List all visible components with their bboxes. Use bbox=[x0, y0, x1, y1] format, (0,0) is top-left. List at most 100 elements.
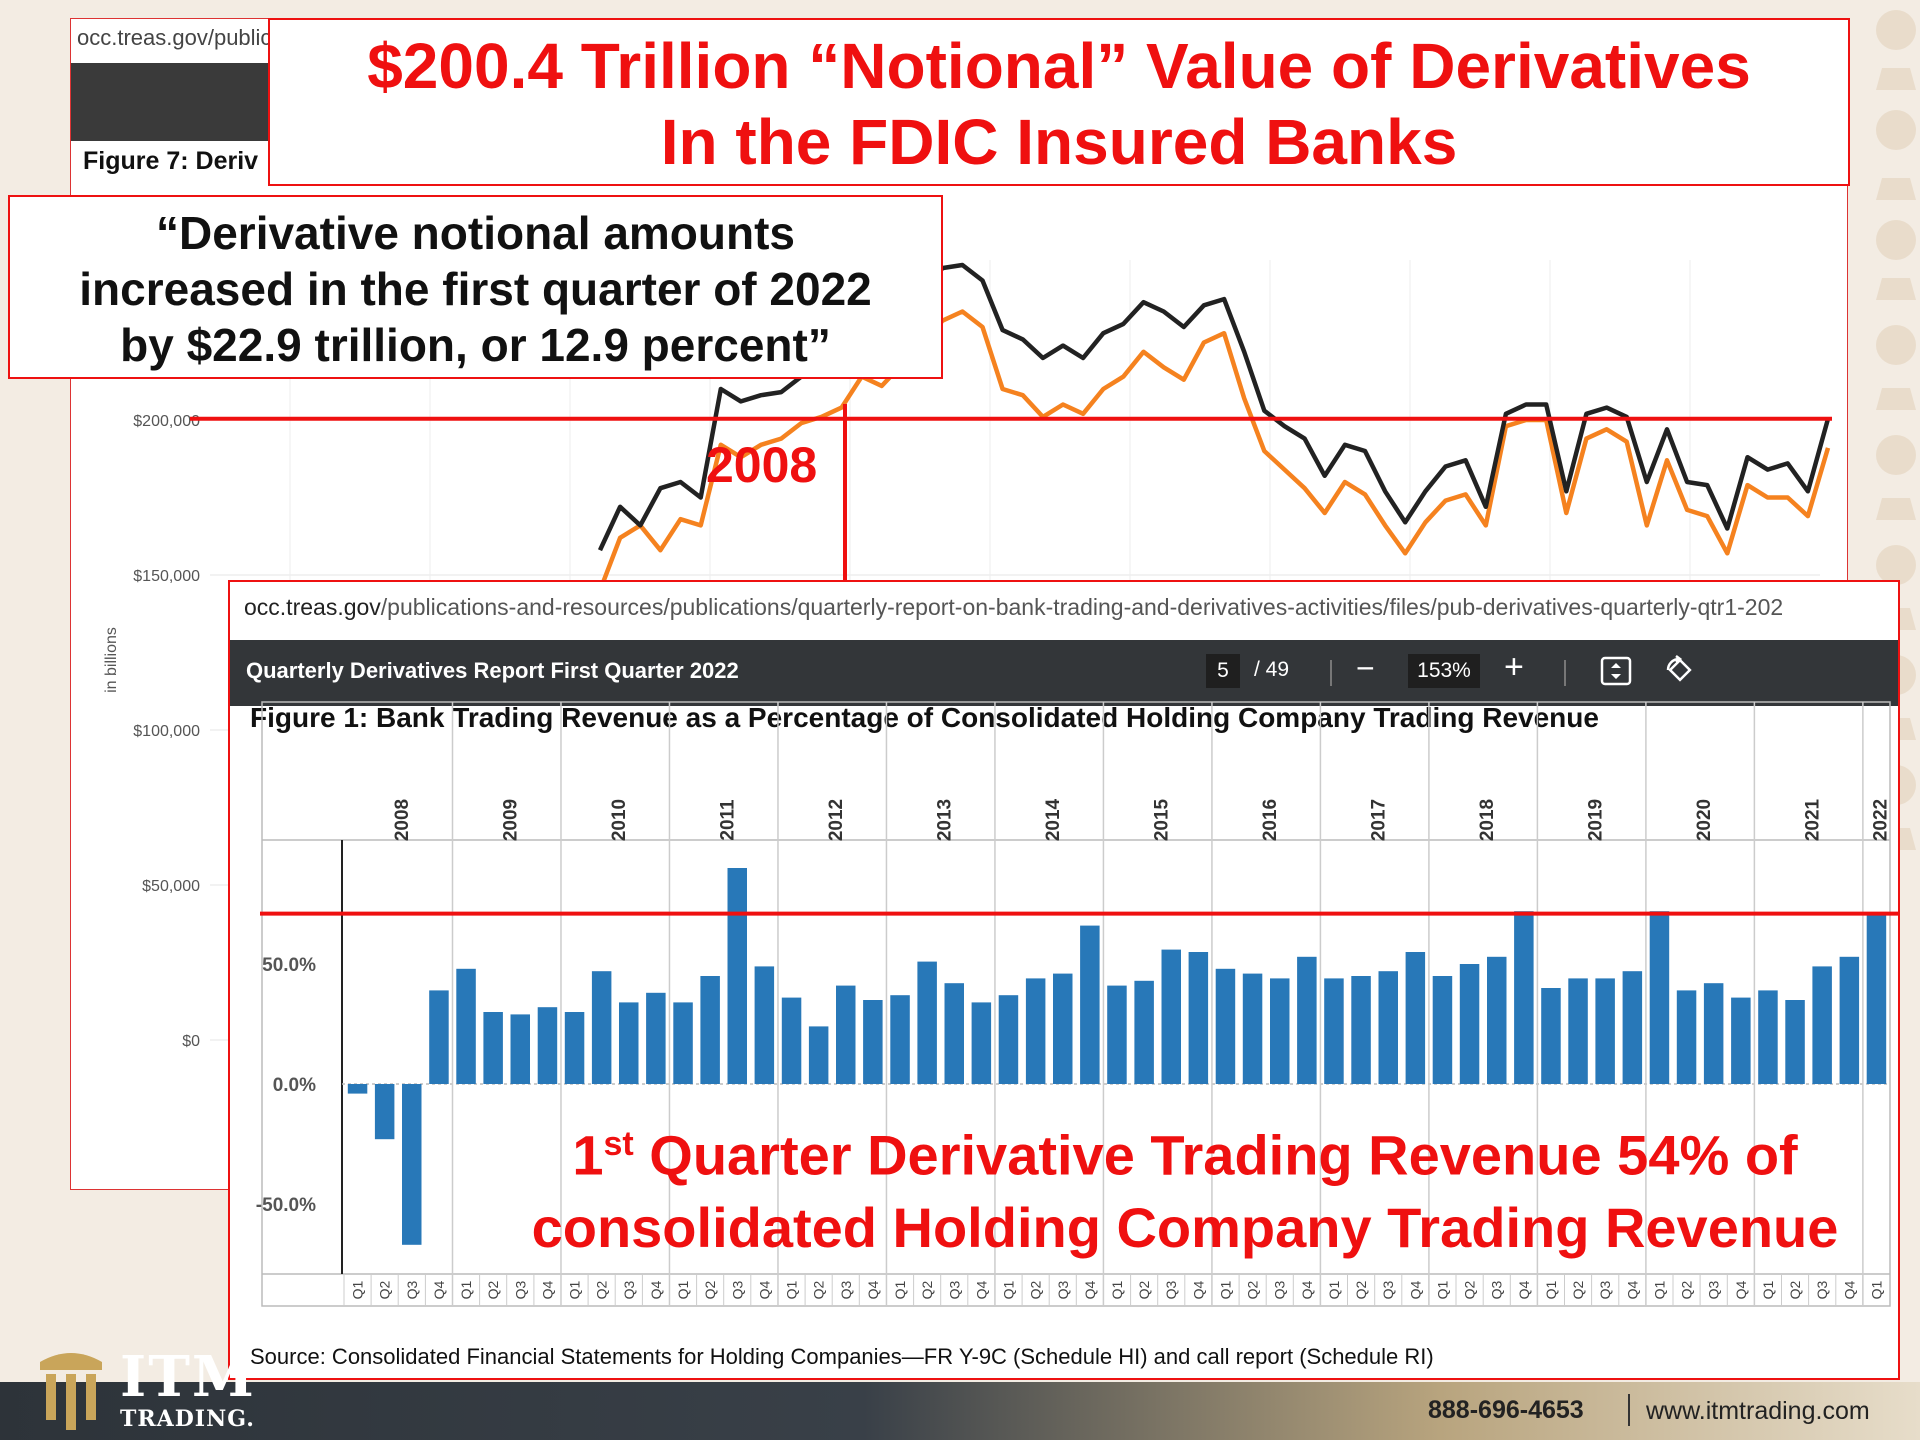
bar-quarter-label: Q2 bbox=[1245, 1280, 1261, 1299]
bar-year-label: 2018 bbox=[1477, 799, 1498, 841]
itm-trading-logo[interactable]: ITM TRADING. bbox=[36, 1344, 256, 1440]
bar-2008-Q1 bbox=[347, 1084, 368, 1094]
zoom-in-button[interactable]: + bbox=[1504, 648, 1524, 686]
logo-subtext: TRADING. bbox=[120, 1406, 255, 1432]
bar-quarter-label: Q4 bbox=[1624, 1280, 1640, 1299]
bar-2021-Q2 bbox=[1785, 1000, 1805, 1084]
bar-quarter-label: Q1 bbox=[1868, 1280, 1884, 1299]
bar-2008-Q4 bbox=[429, 990, 449, 1084]
bar-spacer bbox=[262, 642, 263, 643]
zoom-level[interactable]: 153% bbox=[1408, 654, 1480, 688]
bar-spacer bbox=[262, 642, 263, 643]
bar-2009-Q2 bbox=[483, 1012, 503, 1084]
bar-quarter-label: Q2 bbox=[594, 1280, 610, 1299]
bar-2016-Q2 bbox=[1242, 973, 1263, 1084]
slide-title-line-2: In the FDIC Insured Banks bbox=[660, 106, 1458, 178]
url-path: /publications-and-resources/publications… bbox=[380, 594, 1784, 620]
zoom-out-button[interactable]: − bbox=[1356, 650, 1375, 686]
bar-quarter-label: Q1 bbox=[1543, 1280, 1559, 1299]
bar-quarter-label: Q3 bbox=[1380, 1280, 1396, 1299]
bar-spacer bbox=[262, 642, 263, 643]
bar-quarter-label: Q2 bbox=[811, 1280, 827, 1299]
bar-spacer bbox=[262, 642, 263, 643]
bar-spacer bbox=[262, 642, 263, 643]
line-y-tick-label: $100,000 bbox=[133, 723, 200, 740]
bar-spacer bbox=[262, 642, 263, 643]
bar-2019-Q4 bbox=[1622, 971, 1643, 1084]
bar-quarter-label: Q2 bbox=[485, 1280, 501, 1299]
bar-spacer bbox=[262, 642, 263, 643]
bar-quarter-label: Q1 bbox=[1001, 1280, 1017, 1299]
bar-quarter-label: Q4 bbox=[1407, 1280, 1423, 1299]
bar-spacer bbox=[262, 646, 263, 647]
bar-2011-Q1 bbox=[673, 1002, 693, 1084]
url-domain: occ.treas.gov bbox=[244, 594, 381, 620]
bar-2018-Q4 bbox=[1514, 911, 1534, 1084]
toolbar-separator bbox=[1564, 660, 1566, 686]
bar-spacer bbox=[262, 642, 263, 643]
bar-spacer bbox=[262, 642, 263, 643]
bar-spacer bbox=[262, 642, 263, 643]
bar-year-label: 2015 bbox=[1152, 798, 1173, 841]
back-figure-title: Figure 7: Deriv bbox=[83, 147, 259, 175]
bar-2015-Q1 bbox=[1107, 985, 1127, 1084]
bar-spacer bbox=[262, 642, 263, 643]
bar-spacer bbox=[262, 642, 263, 643]
bar-spacer bbox=[262, 642, 263, 643]
bar-year-label: 2008 bbox=[392, 799, 413, 841]
quote-line-2: increased in the first quarter of 2022 bbox=[79, 263, 872, 315]
bar-spacer bbox=[262, 642, 263, 643]
bar-quarter-label: Q3 bbox=[512, 1280, 528, 1299]
annotation-superscript: st bbox=[603, 1125, 634, 1163]
back-url-bar[interactable]: occ.treas.gov/public bbox=[77, 25, 272, 50]
bar-spacer bbox=[262, 642, 263, 643]
bar-spacer bbox=[262, 642, 263, 643]
bar-quarter-label: Q2 bbox=[1462, 1280, 1478, 1299]
bar-2015-Q3 bbox=[1161, 949, 1181, 1084]
bar-quarter-label: Q3 bbox=[621, 1280, 637, 1299]
bar-2021-Q4 bbox=[1839, 956, 1860, 1084]
bar-spacer bbox=[262, 642, 263, 643]
revenue-annotation: 1st Quarter Derivative Trading Revenue 5… bbox=[470, 1108, 1900, 1264]
bar-spacer bbox=[262, 642, 263, 643]
bar-spacer bbox=[262, 644, 263, 645]
bar-2018-Q3 bbox=[1487, 956, 1507, 1084]
rotate-icon[interactable] bbox=[1662, 654, 1696, 688]
bar-spacer bbox=[262, 642, 263, 643]
bar-2019-Q2 bbox=[1568, 978, 1588, 1084]
bar-2018-Q1 bbox=[1432, 976, 1453, 1084]
line-y-axis-label: in billions bbox=[103, 627, 120, 693]
fit-page-icon[interactable] bbox=[1600, 656, 1632, 686]
bar-year-label: 2020 bbox=[1694, 799, 1715, 841]
bar-2015-Q2 bbox=[1134, 980, 1154, 1084]
bar-spacer bbox=[262, 642, 263, 643]
bar-spacer bbox=[262, 642, 263, 643]
bar-2010-Q1 bbox=[564, 1012, 585, 1084]
bar-2021-Q3 bbox=[1812, 966, 1832, 1084]
bar-2021-Q1 bbox=[1758, 990, 1778, 1084]
bar-2018-Q2 bbox=[1459, 964, 1480, 1084]
bar-spacer bbox=[262, 648, 263, 649]
bar-spacer bbox=[262, 642, 263, 643]
bar-quarter-label: Q1 bbox=[1435, 1280, 1451, 1299]
bar-quarter-label: Q1 bbox=[1218, 1280, 1234, 1299]
page-number-input[interactable]: 5 bbox=[1206, 654, 1240, 688]
url-bar[interactable]: occ.treas.gov/publications-and-resources… bbox=[244, 594, 1783, 621]
bar-year-label: 2022 bbox=[1870, 799, 1891, 841]
bar-quarter-label: Q1 bbox=[458, 1280, 474, 1299]
bar-2012-Q4 bbox=[863, 1000, 883, 1084]
pdf-viewer-window: occ.treas.gov/publications-and-resources… bbox=[228, 580, 1900, 1380]
bar-spacer bbox=[262, 642, 263, 643]
line-y-tick-label: $50,000 bbox=[142, 878, 200, 895]
bar-spacer bbox=[262, 642, 263, 643]
website-link[interactable]: www.itmtrading.com bbox=[1646, 1397, 1870, 1425]
logo-text: ITM bbox=[120, 1344, 256, 1410]
bar-2012-Q2 bbox=[808, 1026, 829, 1084]
bar-spacer bbox=[262, 672, 263, 673]
footer-divider bbox=[1628, 1394, 1630, 1426]
bar-2013-Q2 bbox=[917, 961, 937, 1084]
bar-spacer bbox=[264, 650, 265, 651]
bar-quarter-label: Q4 bbox=[1082, 1280, 1098, 1299]
bar-year-label: 2011 bbox=[718, 799, 739, 841]
phone-number[interactable]: 888-696-4653 bbox=[1428, 1396, 1584, 1424]
